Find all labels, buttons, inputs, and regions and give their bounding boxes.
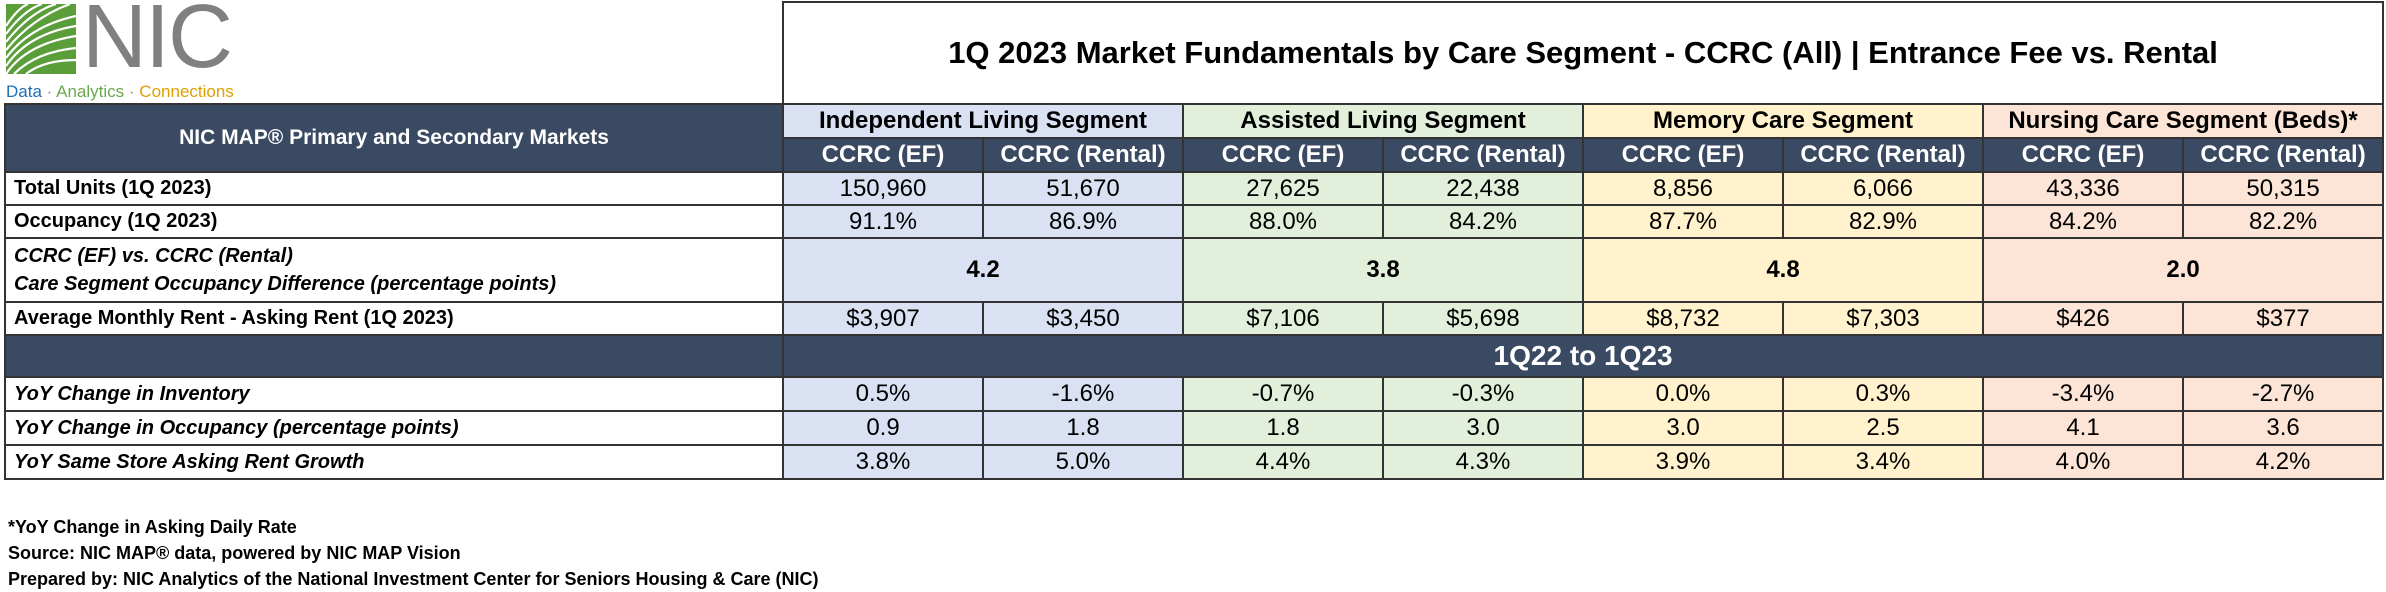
table-cell: $3,450 [982,301,1184,336]
table-cell: 91.1% [782,204,984,239]
table-cell: 150,960 [782,171,984,206]
table-cell: 22,438 [1382,171,1584,206]
footnote-asterisk: *YoY Change in Asking Daily Rate [8,517,297,537]
table-cell: -2.7% [2181,376,2385,412]
table-cell: 1.8 [1182,410,1384,446]
table-cell: 3.8% [782,444,984,480]
footnote-prepared-by: Prepared by: NIC Analytics of the Nation… [8,569,819,589]
row-label-yoy-rent-growth: YoY Same Store Asking Rent Growth [4,444,784,480]
table-cell: $7,303 [1782,301,1984,336]
row-label-yoy-occupancy: YoY Change in Occupancy (percentage poin… [4,410,784,446]
table-cell: $426 [1982,301,2184,336]
table-cell: 0.0% [1582,376,1784,412]
footnote-source: Source: NIC MAP® data, powered by NIC MA… [8,543,461,563]
table-row: YoY Change in Inventory 0.5% -1.6% -0.7%… [4,376,2385,412]
row-label-line-1: CCRC (EF) vs. CCRC (Rental) [14,245,293,267]
table-cell: 88.0% [1182,204,1384,239]
table-cell: 0.9 [782,410,984,446]
table-cell: 82.2% [2181,204,2385,239]
table-cell: 51,670 [982,171,1184,206]
table-row: YoY Same Store Asking Rent Growth 3.8% 5… [4,444,2385,480]
table-cell: 1.8 [982,410,1184,446]
logo-tagline: Data · Analytics · Connections [6,82,234,102]
period-label: 1Q22 to 1Q23 [781,334,2385,378]
table-cell: 86.9% [982,204,1184,239]
nic-logo-mark-icon [6,4,76,74]
nic-logo: NIC Data · Analytics · Connections [4,0,304,102]
row-label-occupancy: Occupancy (1Q 2023) [4,204,784,239]
subheader-al-ef: CCRC (EF) [1182,137,1384,173]
table-cell: 50,315 [2181,171,2385,206]
table-cell: 43,336 [1982,171,2184,206]
tagline-connections: Connections [139,82,234,101]
table-row: CCRC (EF) vs. CCRC (Rental) Care Segment… [4,237,2385,303]
table-cell: 0.5% [782,376,984,412]
table-cell: 84.2% [1382,204,1584,239]
table-cell: 3.4% [1782,444,1984,480]
occupancy-difference-al: 3.8 [1182,237,1584,303]
table-cell: 27,625 [1182,171,1384,206]
table-cell: 4.1 [1982,410,2184,446]
tagline-analytics: Analytics [56,82,125,101]
table-cell: -1.6% [982,376,1184,412]
footnotes: *YoY Change in Asking Daily Rate Source:… [8,514,818,592]
subheader-il-rental: CCRC (Rental) [982,137,1184,173]
table-cell: 3.0 [1582,410,1784,446]
table-cell: 3.6 [2181,410,2385,446]
period-label-spacer [4,334,784,378]
row-label-line-2: Care Segment Occupancy Difference (perce… [14,273,557,295]
table-cell: -0.3% [1382,376,1584,412]
subheader-nc-ef: CCRC (EF) [1982,137,2184,173]
table-title: 1Q 2023 Market Fundamentals by Care Segm… [781,1,2385,105]
table-cell: 4.4% [1182,444,1384,480]
table-cell: $7,106 [1182,301,1384,336]
tagline-separator: · [128,82,135,101]
tagline-separator: · [46,82,53,101]
market-fundamentals-table: 1Q 2023 Market Fundamentals by Care Segm… [4,1,2385,480]
table-cell: $377 [2181,301,2385,336]
subheader-mc-ef: CCRC (EF) [1582,137,1784,173]
table-cell: 2.5 [1782,410,1984,446]
tagline-data: Data [6,82,42,101]
table-cell: 84.2% [1982,204,2184,239]
table-cell: $5,698 [1382,301,1584,336]
table-row: Total Units (1Q 2023) 150,960 51,670 27,… [4,171,2385,206]
table-row: Occupancy (1Q 2023) 91.1% 86.9% 88.0% 84… [4,204,2385,239]
subheader-nc-rental: CCRC (Rental) [2181,137,2385,173]
subheader-al-rental: CCRC (Rental) [1382,137,1584,173]
table-cell: -0.7% [1182,376,1384,412]
table-cell: 8,856 [1582,171,1784,206]
occupancy-difference-nc: 2.0 [1981,237,2385,303]
table-cell: 6,066 [1782,171,1984,206]
subheader-il-ef: CCRC (EF) [782,137,984,173]
table-cell: 82.9% [1782,204,1984,239]
table-cell: 0.3% [1782,376,1984,412]
table-cell: 4.2% [2181,444,2385,480]
subheader-mc-rental: CCRC (Rental) [1782,137,1984,173]
table-cell: 5.0% [982,444,1184,480]
table-row: YoY Change in Occupancy (percentage poin… [4,410,2385,446]
table-cell: 3.9% [1582,444,1784,480]
row-label-occupancy-difference: CCRC (EF) vs. CCRC (Rental) Care Segment… [4,237,784,303]
table-cell: $8,732 [1582,301,1784,336]
row-label-yoy-inventory: YoY Change in Inventory [4,376,784,412]
table-cell: 87.7% [1582,204,1784,239]
markets-label: NIC MAP® Primary and Secondary Markets [4,103,784,173]
table-cell: 3.0 [1382,410,1584,446]
segment-header-nursing-care: Nursing Care Segment (Beds)* [1981,103,2385,139]
segment-header-assisted-living: Assisted Living Segment [1182,103,1584,139]
row-label-total-units: Total Units (1Q 2023) [4,171,784,206]
occupancy-difference-il: 4.2 [782,237,1184,303]
table-cell: 4.0% [1982,444,2184,480]
table-row: Average Monthly Rent - Asking Rent (1Q 2… [4,301,2385,336]
table-cell: 4.3% [1382,444,1584,480]
table-cell: $3,907 [782,301,984,336]
occupancy-difference-mc: 4.8 [1582,237,1984,303]
segment-header-memory-care: Memory Care Segment [1582,103,1984,139]
nic-logo-text: NIC [82,0,233,87]
segment-header-independent-living: Independent Living Segment [782,103,1184,139]
row-label-rent: Average Monthly Rent - Asking Rent (1Q 2… [4,301,784,336]
table-cell: -3.4% [1982,376,2184,412]
